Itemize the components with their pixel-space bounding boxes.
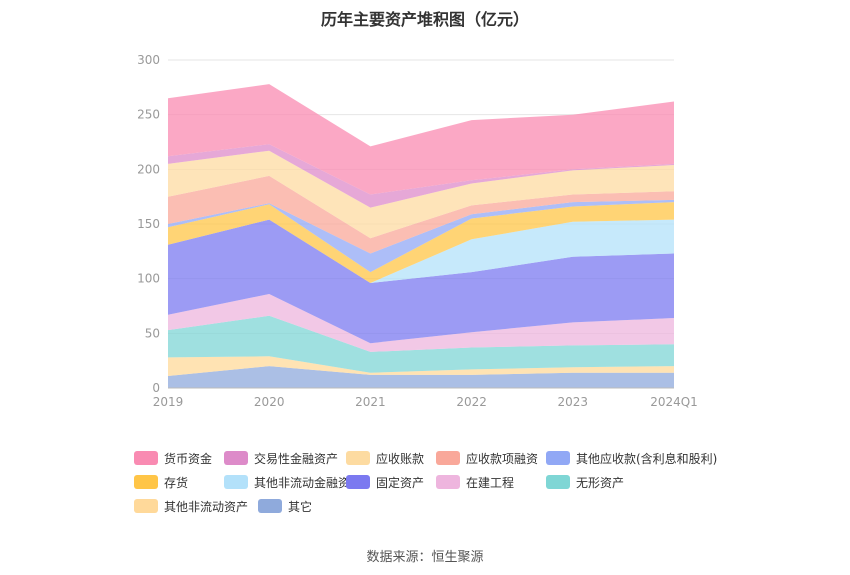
area-series-10	[168, 144, 674, 208]
legend-item[interactable]: 固定资产	[346, 472, 424, 492]
area-series-0	[168, 366, 674, 388]
legend-label: 无形资产	[576, 475, 625, 490]
legend-label: 在建工程	[466, 475, 515, 490]
x-tick-label: 2019	[153, 395, 184, 409]
legend-label: 其他应收款(含利息和股利)	[576, 451, 718, 466]
x-tick-label: 2022	[456, 395, 487, 409]
legend-swatch	[134, 475, 158, 489]
y-tick-label: 150	[137, 217, 160, 231]
legend-item[interactable]: 无形资产	[546, 472, 624, 492]
legend-item[interactable]: 应收账款	[346, 448, 424, 468]
area-series-7	[168, 199, 674, 273]
area-series-4	[168, 219, 674, 344]
x-tick-label: 2021	[355, 395, 386, 409]
x-tick-label: 2023	[558, 395, 589, 409]
legend-swatch	[546, 475, 570, 489]
legend-swatch	[134, 451, 158, 465]
y-tick-label: 100	[137, 272, 160, 286]
area-series-1	[168, 356, 674, 376]
area-series-6	[168, 202, 674, 283]
legend-item[interactable]: 其他非流动金融资产	[224, 472, 362, 492]
legend-item[interactable]: 货币资金	[134, 448, 212, 468]
legend-label: 应收账款	[376, 451, 425, 466]
area-series-2	[168, 315, 674, 373]
legend-item[interactable]: 在建工程	[436, 472, 514, 492]
y-tick-label: 250	[137, 108, 160, 122]
legend-item[interactable]: 其他应收款(含利息和股利)	[546, 448, 717, 468]
legend-label: 应收款项融资	[466, 451, 539, 466]
legend-label: 其他非流动资产	[164, 499, 249, 514]
legend-label: 其它	[288, 499, 313, 514]
area-series-11	[168, 84, 674, 195]
legend-swatch	[134, 499, 158, 513]
legend-item[interactable]: 其它	[258, 496, 312, 516]
legend-swatch	[224, 475, 248, 489]
legend-swatch	[436, 475, 460, 489]
legend-item[interactable]: 其他非流动资产	[134, 496, 248, 516]
legend-swatch	[546, 451, 570, 465]
legend-item[interactable]: 应收款项融资	[436, 448, 538, 468]
legend-label: 其他非流动金融资产	[254, 475, 363, 490]
y-tick-label: 0	[152, 381, 160, 395]
legend-swatch	[346, 475, 370, 489]
y-tick-label: 200	[137, 162, 160, 176]
legend-swatch	[436, 451, 460, 465]
legend-label: 固定资产	[376, 475, 425, 490]
x-tick-label: 2020	[254, 395, 285, 409]
area-series-5	[168, 219, 674, 283]
legend-swatch	[258, 499, 282, 513]
legend-swatch	[224, 451, 248, 465]
area-series-8	[168, 175, 674, 254]
y-tick-label: 50	[145, 326, 160, 340]
area-series-9	[168, 150, 674, 239]
legend-swatch	[346, 451, 370, 465]
y-tick-label: 300	[137, 53, 160, 67]
legend-label: 货币资金	[164, 451, 213, 466]
area-series-3	[168, 294, 674, 352]
legend-label: 交易性金融资产	[254, 451, 339, 466]
chart-title: 历年主要资产堆积图（亿元）	[320, 10, 529, 29]
x-tick-label: 2024Q1	[650, 395, 698, 409]
stacked-area-chart: 0 50 100 150 200 250 300 2019 2020 2021 2022 2023 20…	[137, 53, 698, 409]
legend-item[interactable]: 存货	[134, 472, 188, 492]
legend-label: 存货	[164, 475, 189, 490]
legend-item[interactable]: 交易性金融资产	[224, 448, 338, 468]
data-source-note: 数据来源：恒生聚源	[366, 550, 484, 565]
